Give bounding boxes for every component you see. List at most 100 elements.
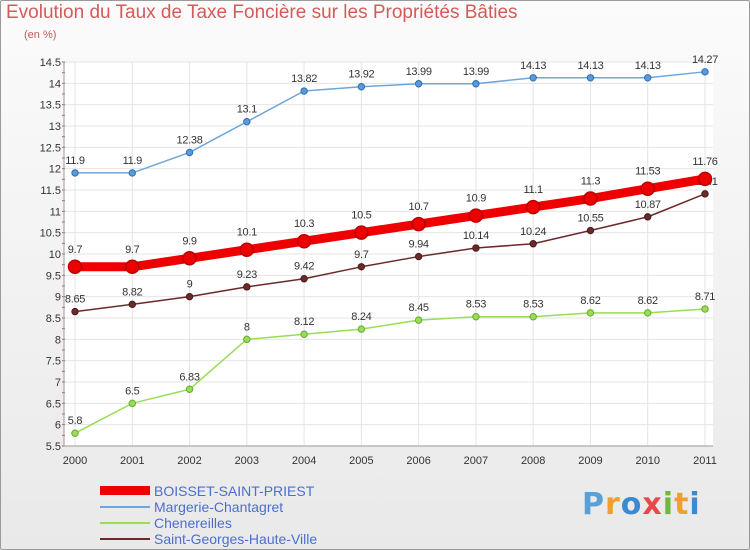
data-point-boisset <box>67 259 83 275</box>
data-label-boisset: 10.7 <box>409 201 429 213</box>
x-tick-label: 2002 <box>177 455 201 467</box>
data-point-saint-georges <box>414 252 423 261</box>
data-point-margerie <box>300 87 308 95</box>
data-point-boisset <box>640 181 655 196</box>
legend: BOISSET-SAINT-PRIEST Margerie-Chantagret… <box>100 483 400 547</box>
data-point-chenereilles <box>300 330 308 338</box>
x-tick-label: 2006 <box>406 455 430 467</box>
data-label-margerie: 14.13 <box>577 60 603 72</box>
data-label-margerie: 12.38 <box>177 134 203 146</box>
data-label-saint-georges: 8.82 <box>122 286 142 298</box>
y-tick-label: 14 <box>49 78 61 90</box>
data-point-saint-georges <box>701 190 709 198</box>
data-label-saint-georges: 9.42 <box>294 261 314 273</box>
data-label-margerie: 13.1 <box>237 104 257 116</box>
data-point-saint-georges <box>644 213 652 221</box>
y-tick-label: 10 <box>49 249 61 261</box>
data-label-chenereilles: 8.12 <box>294 316 314 328</box>
x-tick-label: 2005 <box>349 455 373 467</box>
data-point-margerie <box>529 74 537 82</box>
y-tick-label: 6.5 <box>46 398 61 410</box>
data-point-boisset <box>239 242 255 257</box>
legend-item-boisset: BOISSET-SAINT-PRIEST <box>100 483 400 499</box>
data-label-margerie: 13.99 <box>463 66 489 78</box>
data-label-margerie: 11.9 <box>123 155 143 167</box>
legend-swatch-saint-georges <box>100 538 150 540</box>
x-tick-label: 2001 <box>120 455 144 467</box>
data-label-chenereilles: 8.45 <box>409 302 429 314</box>
data-label-boisset: 11.76 <box>692 156 717 168</box>
legend-swatch-boisset <box>100 486 150 495</box>
legend-label-margerie: Margerie-Chantagret <box>154 499 284 515</box>
data-point-saint-georges <box>71 307 79 316</box>
data-point-boisset <box>182 251 197 266</box>
y-tick-label: 5.5 <box>46 441 61 453</box>
series-line-boisset <box>70 174 710 272</box>
data-label-margerie: 14.27 <box>692 54 718 66</box>
data-point-chenereilles <box>243 335 251 344</box>
y-tick-label: 13.5 <box>40 100 61 112</box>
data-label-boisset: 11.3 <box>581 176 601 188</box>
data-point-boisset <box>525 199 541 215</box>
x-tick-label: 2008 <box>521 455 545 467</box>
data-point-margerie <box>644 74 652 82</box>
data-point-chenereilles <box>185 385 194 393</box>
data-label-saint-georges: 9.7 <box>354 249 369 261</box>
data-label-boisset: 10.9 <box>466 193 486 205</box>
data-point-saint-georges <box>586 226 595 235</box>
x-tick-label: 2010 <box>635 455 659 467</box>
y-tick-label: 8 <box>55 334 61 346</box>
x-tick-label: 2004 <box>292 455 316 467</box>
data-label-margerie: 13.99 <box>406 66 432 78</box>
y-tick-label: 9.5 <box>46 270 61 282</box>
y-tick-label: 10.5 <box>40 228 61 240</box>
data-point-chenereilles <box>472 313 480 321</box>
data-label-saint-georges: 9.23 <box>237 269 257 281</box>
x-tick-label: 2003 <box>235 455 259 467</box>
x-tick-label: 2007 <box>464 455 488 467</box>
data-label-saint-georges: 10.55 <box>577 213 603 225</box>
data-point-margerie <box>357 83 366 91</box>
series-line-margerie <box>74 71 706 174</box>
data-point-boisset <box>583 191 598 206</box>
data-label-boisset: 9.7 <box>125 244 140 256</box>
data-label-chenereilles: 8.53 <box>523 299 543 311</box>
data-point-boisset <box>296 233 312 249</box>
y-axis-unit-label: (en %) <box>24 29 57 41</box>
y-tick-label: 13 <box>49 121 61 133</box>
legend-label-boisset: BOISSET-SAINT-PRIEST <box>154 483 315 499</box>
y-tick-label: 11.5 <box>40 185 61 197</box>
data-point-margerie <box>586 74 595 82</box>
data-point-boisset <box>125 259 140 275</box>
legend-swatch-chenereilles <box>100 522 150 524</box>
data-label-boisset: 9.9 <box>182 235 197 247</box>
data-point-margerie <box>128 169 136 177</box>
data-point-margerie <box>701 68 709 76</box>
chart-title: Evolution du Taux de Taxe Foncière sur l… <box>6 2 518 23</box>
series-line-chenereilles <box>74 308 706 434</box>
data-label-chenereilles: 8.71 <box>695 291 715 303</box>
data-label-margerie: 13.82 <box>291 73 317 85</box>
y-tick-label: 11 <box>50 206 61 218</box>
data-label-boisset: 10.1 <box>237 227 257 239</box>
x-tick-label: 2000 <box>63 455 87 467</box>
data-point-margerie <box>71 169 79 177</box>
legend-swatch-margerie <box>100 506 150 508</box>
data-label-margerie: 14.13 <box>520 60 546 72</box>
data-point-chenereilles <box>414 316 423 324</box>
data-point-saint-georges <box>529 240 537 248</box>
data-point-saint-georges <box>472 244 480 252</box>
data-label-boisset: 10.5 <box>351 210 371 222</box>
x-tick-label: 2009 <box>578 455 602 467</box>
data-point-margerie <box>414 80 423 88</box>
y-tick-label: 9 <box>55 292 61 304</box>
data-point-saint-georges <box>128 300 136 309</box>
data-label-chenereilles: 8.62 <box>638 295 658 307</box>
data-point-saint-georges <box>243 283 251 291</box>
data-point-chenereilles <box>128 399 136 408</box>
proxiti-logo: Proxiti <box>582 487 701 522</box>
y-tick-label: 7 <box>55 377 61 389</box>
data-label-chenereilles: 8.53 <box>466 299 486 311</box>
legend-item-margerie: Margerie-Chantagret <box>100 499 400 515</box>
data-point-chenereilles <box>701 305 709 313</box>
